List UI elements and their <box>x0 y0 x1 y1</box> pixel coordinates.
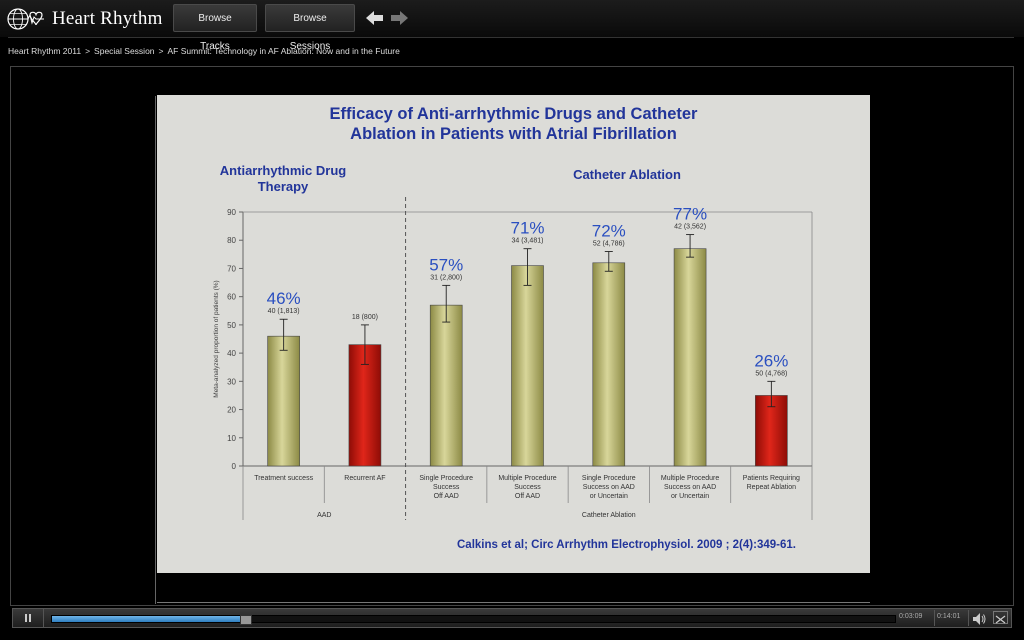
section-heading-aad-line-2: Therapy <box>257 179 309 194</box>
current-time: 0:03:09 <box>899 613 923 620</box>
slide-title-line-2: Ablation in Patients with Atrial Fibrill… <box>350 125 677 143</box>
volume-divider <box>968 610 969 626</box>
breadcrumb-item-event[interactable]: Heart Rhythm 2011 <box>8 46 82 56</box>
slide-bottom-edge <box>157 602 870 603</box>
x-group-label: AAD <box>317 512 331 519</box>
slide-title: Efficacy of Anti-arrhythmic Drugs and Ca… <box>157 104 870 144</box>
fullscreen-button[interactable] <box>993 611 1008 624</box>
back-button[interactable] <box>366 11 384 30</box>
bar <box>429 304 463 467</box>
bar <box>267 335 300 467</box>
bar-percent-label: 72% <box>592 222 626 241</box>
y-axis-label: Meta-analyzed proportion of patients (%) <box>213 280 220 397</box>
bar-percent-label: 26% <box>754 351 788 370</box>
x-category-label: Success <box>433 484 460 491</box>
bar-count-label: 31 (2,800) <box>430 274 462 281</box>
bar <box>511 265 544 467</box>
progress-handle[interactable] <box>239 615 252 625</box>
x-category-label: Patients Requiring <box>743 475 800 482</box>
y-tick-label: 20 <box>227 406 236 415</box>
time-divider <box>934 610 935 626</box>
x-category-label: Single Procedure <box>582 475 636 482</box>
x-category-label: Off AAD <box>515 493 540 500</box>
y-tick-label: 90 <box>227 208 236 217</box>
fullscreen-icon <box>995 615 1006 624</box>
forward-button[interactable] <box>390 11 408 30</box>
y-tick-label: 70 <box>227 264 236 273</box>
section-heading-catheter-ablation: Catheter Ablation <box>573 167 681 182</box>
y-tick-label: 50 <box>227 321 236 330</box>
breadcrumb: Heart Rhythm 2011 > Special Session > AF Sum… <box>8 46 400 56</box>
x-category-label: Off AAD <box>434 493 459 500</box>
presentation-slide: Efficacy of Anti-arrhythmic Drugs and Ca… <box>157 95 870 573</box>
section-heading-aad-line-1: Antiarrhythmic Drug <box>219 163 347 178</box>
bar-percent-label: 57% <box>429 255 463 274</box>
bar-count-label: 34 (3,481) <box>512 238 544 245</box>
x-category-label: Success <box>514 484 541 491</box>
total-time: 0:14:01 <box>937 613 961 620</box>
bar <box>592 262 626 467</box>
brand-name: Heart Rhythm <box>52 7 163 29</box>
player-controls: 0:03:09 0:14:01 <box>12 608 1012 628</box>
volume-button[interactable] <box>973 612 987 630</box>
efficacy-bar-chart: 0 10 20 30 40 50 60 70 80 90 Meta-analyzed proport… <box>213 197 813 520</box>
bar-count-label: 52 (4,786) <box>593 241 625 248</box>
video-edge-line <box>155 96 156 604</box>
breadcrumb-item-session[interactable]: Special Session <box>94 46 155 56</box>
progress-bar[interactable] <box>51 615 896 625</box>
breadcrumb-separator: > <box>85 46 91 56</box>
y-tick-label: 60 <box>227 293 236 302</box>
pause-button[interactable] <box>13 609 44 627</box>
x-category-label: Success on AAD <box>583 484 635 491</box>
y-tick-label: 0 <box>232 462 237 471</box>
x-category-label: or Uncertain <box>671 493 709 500</box>
breadcrumb-item-talk[interactable]: AF Summit: Technology in AF Ablation: No… <box>167 46 400 56</box>
x-category-label: Treatment success <box>254 475 313 482</box>
bar-percent-label: 71% <box>510 219 544 238</box>
bar-count-label: 40 (1,813) <box>268 308 300 315</box>
bar-count-label: 50 (4,768) <box>755 370 787 377</box>
bar-count-label: 18 (800) <box>352 314 378 321</box>
x-category-label: Multiple Procedure <box>498 475 556 482</box>
y-tick-label: 80 <box>227 236 236 245</box>
bar <box>673 248 707 467</box>
y-tick-label: 30 <box>227 377 236 386</box>
progress-fill <box>52 616 242 622</box>
x-group-label: Catheter Ablation <box>582 512 636 519</box>
slide-citation: Calkins et al; Circ Arrhythm Electrophys… <box>457 539 796 551</box>
heart-rhythm-logo[interactable]: Heart Rhythm <box>6 5 163 32</box>
slide-title-line-1: Efficacy of Anti-arrhythmic Drugs and Ca… <box>329 105 698 123</box>
y-tick-label: 40 <box>227 349 236 358</box>
x-category-label: Success on AAD <box>664 484 716 491</box>
breadcrumb-separator: > <box>158 46 164 56</box>
y-tick-label: 10 <box>227 434 236 443</box>
browse-sessions-button[interactable]: Browse Sessions <box>265 4 355 52</box>
x-category-label: Repeat Ablation <box>747 484 797 491</box>
x-category-label: Single Procedure <box>419 475 473 482</box>
arrow-left-icon <box>366 11 383 25</box>
arrow-right-icon <box>391 11 408 25</box>
bar-percent-label: 46% <box>267 289 301 308</box>
x-category-label: or Uncertain <box>590 493 628 500</box>
volume-icon <box>973 613 986 625</box>
top-navigation-bar: Heart Rhythm Browse Tracks Browse Sessio… <box>0 0 1024 52</box>
bar-percent-label: 77% <box>673 205 707 224</box>
bar <box>755 395 788 467</box>
header-divider <box>8 37 1014 38</box>
heart-globe-logo-icon <box>7 7 44 30</box>
browse-tracks-button[interactable]: Browse Tracks <box>173 4 257 52</box>
x-category-label: Multiple Procedure <box>661 475 719 482</box>
x-category-label: Recurrent AF <box>344 475 385 482</box>
bar-count-label: 42 (3,562) <box>674 224 706 231</box>
section-heading-aad: Antiarrhythmic Drug Therapy <box>193 163 373 195</box>
